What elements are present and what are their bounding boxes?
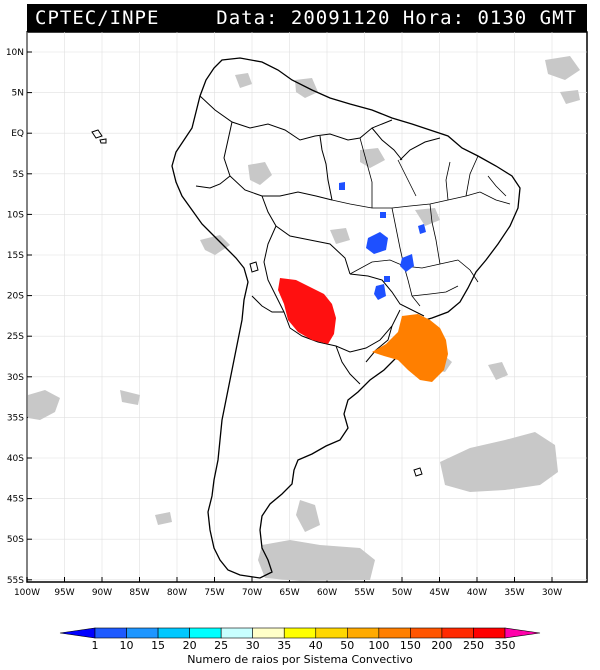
lat-label: 10S bbox=[7, 210, 24, 220]
legend-values: 1 10 15 20 25 30 35 40 50 100 150 200 250 350 bbox=[92, 639, 516, 652]
lat-label: 40S bbox=[7, 454, 24, 464]
legend-value: 200 bbox=[431, 639, 452, 652]
system-blue bbox=[339, 182, 345, 190]
lightning-systems bbox=[278, 182, 448, 382]
legend-value: 150 bbox=[400, 639, 421, 652]
legend-swatch bbox=[410, 627, 443, 639]
legend-value: 30 bbox=[246, 639, 260, 652]
small-islands bbox=[91, 129, 423, 477]
lon-label: 65W bbox=[279, 588, 299, 598]
lat-label: EQ bbox=[11, 129, 24, 139]
map-header: CPTEC/INPE Data: 20091120 Hora: 0130 GMT bbox=[27, 4, 587, 32]
south-america-coastline bbox=[171, 57, 521, 579]
legend-value: 1 bbox=[92, 639, 99, 652]
map-date-time-title: Data: 20091120 Hora: 0130 GMT bbox=[216, 7, 577, 29]
lon-label: 35W bbox=[504, 588, 524, 598]
lat-label: 25S bbox=[7, 332, 24, 342]
lat-label: 10N bbox=[6, 48, 24, 58]
legend-swatch bbox=[315, 627, 348, 639]
lon-label: 50W bbox=[392, 588, 412, 598]
lon-label: 85W bbox=[129, 588, 149, 598]
lat-label: 35S bbox=[7, 413, 24, 423]
legend-swatch bbox=[252, 627, 285, 639]
lon-label: 80W bbox=[167, 588, 187, 598]
system-blue bbox=[374, 284, 386, 300]
lon-label: 45W bbox=[429, 588, 449, 598]
legend-swatch bbox=[157, 627, 190, 639]
lon-label: 40W bbox=[467, 588, 487, 598]
lon-label: 60W bbox=[317, 588, 337, 598]
legend-swatch bbox=[283, 627, 317, 639]
lat-label: 45S bbox=[7, 495, 24, 505]
lon-label: 55W bbox=[354, 588, 374, 598]
legend-value: 10 bbox=[120, 639, 134, 652]
legend-value: 350 bbox=[495, 639, 516, 652]
system-blue bbox=[400, 254, 414, 272]
system-blue bbox=[366, 232, 388, 254]
legend-swatch bbox=[126, 627, 159, 639]
legend-swatch bbox=[473, 627, 506, 639]
legend-swatch bbox=[94, 627, 127, 639]
legend-value: 50 bbox=[340, 639, 354, 652]
lon-label: 90W bbox=[92, 588, 112, 598]
legend-swatch bbox=[378, 627, 411, 639]
legend-color-bar bbox=[59, 627, 541, 639]
legend-swatch bbox=[189, 627, 222, 639]
lat-label: 15S bbox=[7, 251, 24, 261]
map-source-title: CPTEC/INPE bbox=[35, 7, 160, 29]
lon-label: 95W bbox=[54, 588, 74, 598]
system-blue bbox=[384, 276, 390, 282]
latitude-labels: 10N 5N EQ 5S 10S 15S 20S 25S 30S 35S 40S 45S 50S 55S bbox=[6, 48, 24, 586]
system-blue bbox=[380, 212, 386, 218]
legend-swatch bbox=[441, 627, 474, 639]
lon-label: 75W bbox=[204, 588, 224, 598]
legend-value: 25 bbox=[214, 639, 228, 652]
legend-value: 20 bbox=[183, 639, 197, 652]
legend-title: Numero de raios por Sistema Convectivo bbox=[187, 653, 413, 666]
lat-label: 30S bbox=[7, 373, 24, 383]
legend-swatch bbox=[220, 627, 253, 639]
legend-swatch-max bbox=[504, 627, 541, 639]
lat-label: 5S bbox=[13, 170, 25, 180]
grid-lines bbox=[26, 32, 587, 582]
lat-label: 5N bbox=[12, 89, 24, 99]
lat-label: 55S bbox=[7, 576, 24, 586]
system-blue bbox=[418, 224, 426, 234]
lon-label: 30W bbox=[542, 588, 562, 598]
lat-label: 20S bbox=[7, 292, 24, 302]
legend-value: 35 bbox=[277, 639, 291, 652]
legend-value: 15 bbox=[151, 639, 165, 652]
legend-swatch-min bbox=[59, 627, 96, 639]
legend-value: 100 bbox=[368, 639, 389, 652]
legend-swatch bbox=[347, 627, 380, 639]
longitude-labels: 100W 95W 90W 85W 80W 75W 70W 65W 60W 55W 50W 45W 40W… bbox=[14, 588, 562, 598]
lon-label: 100W bbox=[14, 588, 40, 598]
lat-label: 50S bbox=[7, 535, 24, 545]
legend-value: 40 bbox=[309, 639, 323, 652]
system-orange bbox=[372, 314, 448, 382]
lon-label: 70W bbox=[242, 588, 262, 598]
legend-value: 250 bbox=[463, 639, 484, 652]
system-red bbox=[278, 278, 336, 344]
